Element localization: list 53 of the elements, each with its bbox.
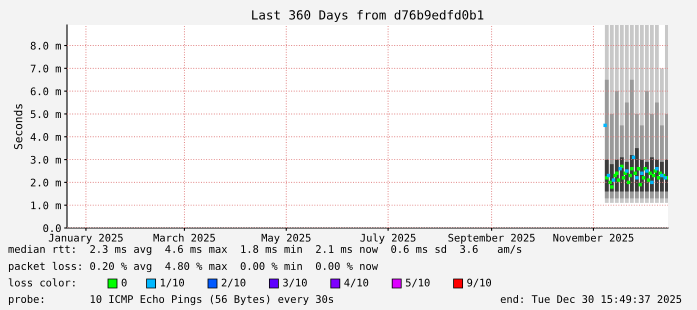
legend-label: 2/10 — [222, 278, 246, 288]
point — [648, 172, 652, 175]
x-tick-label: March 2025 — [154, 234, 215, 242]
y-tick-label: 5.0 m — [30, 110, 61, 118]
point — [633, 172, 637, 175]
point — [635, 176, 639, 180]
x-tick-label: January 2025 — [48, 234, 123, 244]
point — [630, 166, 634, 170]
y-tick-label: 6.0 m — [30, 87, 61, 96]
text: packet loss: 0.20 % avg 4.80 % max 0.00 % min 0.00 % now — [8, 262, 378, 272]
point — [632, 156, 636, 159]
point — [656, 176, 660, 180]
point — [640, 172, 644, 175]
y-tick-label: 2.0 m — [30, 178, 61, 187]
legend-label: 0 — [122, 278, 127, 287]
legend-title: loss color: — [8, 278, 74, 287]
legend-label: 3/10 — [283, 278, 307, 288]
point — [655, 166, 659, 170]
point — [608, 180, 612, 184]
point — [650, 180, 654, 184]
point — [610, 185, 614, 189]
x-tick-label: September 2025 — [448, 234, 535, 244]
point — [625, 169, 629, 173]
point — [636, 166, 640, 170]
legend-label: 5/10 — [406, 278, 430, 288]
chart-title: Last 360 Days from d76b9edfd0b1 — [252, 10, 484, 22]
point — [645, 169, 649, 173]
point — [615, 172, 619, 175]
point — [603, 124, 607, 128]
text: median rtt: 2.3 ms avg 4.6 ms max 1.8 ms min 2.1 ms now 0.6 ms sd 3.6 am/s — [8, 244, 522, 256]
y-tick-label: 8.0 m — [30, 42, 61, 50]
x-tick-label: May 2025 — [262, 234, 311, 244]
point — [638, 182, 642, 186]
y-tick-label: 0.0 — [43, 224, 61, 232]
y-tick-label: 3.0 m — [30, 156, 61, 164]
point — [622, 176, 626, 180]
x-tick-label: November 2025 — [553, 234, 634, 242]
x-tick-label: July 2025 — [360, 234, 416, 244]
legend-label: 1/10 — [160, 278, 184, 288]
legend-label: 4/10 — [344, 278, 368, 288]
text: probe: 10 ICMP Echo Pings (56 Bytes) every 30s — [8, 294, 334, 306]
point — [612, 178, 616, 182]
point — [616, 178, 620, 182]
y-tick-label: 1.0 m — [31, 201, 61, 210]
legend-label: 9/10 — [467, 278, 492, 288]
y-axis-title: Seconds — [14, 104, 22, 150]
text: end: Tue Dec 30 15:49:37 2025 — [500, 294, 682, 304]
point — [628, 174, 632, 178]
point — [646, 178, 650, 182]
point — [642, 176, 646, 180]
point — [626, 180, 630, 184]
y-tick-label: 7.0 m — [30, 64, 61, 72]
y-tick-label: 4.0 m — [30, 133, 61, 141]
